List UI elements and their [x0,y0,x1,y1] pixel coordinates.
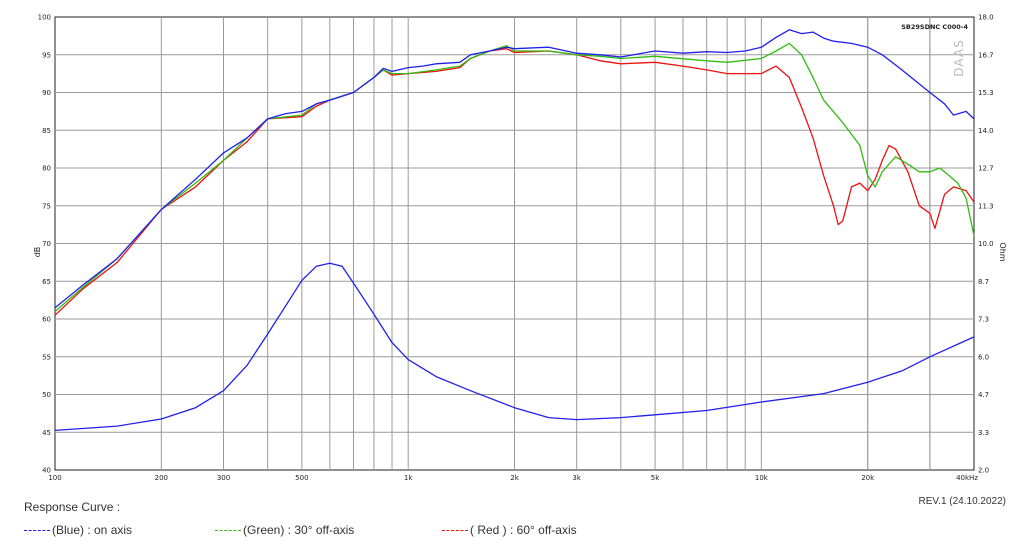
legend-label-green: (Green) : 30° off-axis [243,523,355,537]
left-tick-labels: 40 45 50 55 60 65 70 75 80 85 90 95 100 [38,14,51,475]
y-tick-label-left: 45 [42,429,51,437]
y-tick-label-left: 40 [42,467,51,475]
response-chart: 40 45 50 55 60 65 70 75 80 85 90 95 100 2.0 3.3 4.7 6.0… [33,14,1007,483]
y-tick-label-left: 85 [42,127,51,135]
y-tick-label-right: 16.7 [978,51,994,59]
y-tick-label-left: 100 [38,14,51,22]
y-tick-label-right: 15.3 [978,89,994,97]
y-axis-label-right: Ohm [998,242,1007,261]
x-tick-label: 500 [295,474,308,482]
legend-item-blue: (Blue) : on axis [24,523,132,537]
y-tick-label-right: 4.7 [978,391,989,399]
x-tick-labels: 100 200 300 500 1k 2k 3k 5k 10k 20k 40kHz [48,474,978,482]
y-tick-label-left: 70 [42,240,51,248]
legend-item-green: (Green) : 30° off-axis [215,523,354,537]
y-tick-label-right: 12.7 [978,165,994,173]
y-tick-label-left: 95 [42,51,51,59]
series-lines [54,29,975,432]
y-tick-label-right: 14.0 [978,127,994,135]
revision-label: REV.1 (24.10.2022) [918,496,1006,507]
y-tick-label-right: 18.0 [978,14,994,22]
series-line-blue [54,29,975,309]
right-tick-labels: 2.0 3.3 4.7 6.0 7.3 8.7 10.0 11.3 12.7 14.0 15.3 16… [978,14,994,475]
x-tick-label: 1k [404,474,413,482]
legend-swatch-red [442,529,468,531]
y-tick-label-right: 7.3 [978,316,989,324]
x-tick-label: 20k [861,474,875,482]
y-tick-label-left: 90 [42,89,51,97]
y-tick-label-right: 11.3 [978,202,994,210]
legend-label-red: ( Red ) : 60° off-axis [470,523,577,537]
legend-swatch-green [215,529,241,531]
x-tick-label: 300 [217,474,230,482]
y-tick-label-left: 80 [42,165,51,173]
x-tick-label: 2k [510,474,519,482]
x-tick-label: 5k [651,474,660,482]
x-tick-label: 40kHz [956,474,978,482]
y-tick-label-right: 3.3 [978,429,989,437]
y-tick-label-left: 50 [42,391,51,399]
y-tick-label-left: 65 [42,278,51,286]
model-label: SB29SDNC C000-4 [901,23,968,31]
y-tick-label-right: 10.0 [978,240,994,248]
series-line-red [54,48,975,316]
impedance-curve [54,262,975,432]
y-tick-label-right: 6.0 [978,353,989,361]
y-tick-label-right: 2.0 [978,467,989,475]
y-tick-label-right: 8.7 [978,278,989,286]
response-curve-title: Response Curve : [24,500,121,514]
legend-label-blue: (Blue) : on axis [52,523,133,537]
legend-item-red: ( Red ) : 60° off-axis [442,523,577,537]
y-axis-label-left: dB [33,247,42,258]
x-tick-label: 3k [572,474,581,482]
y-tick-label-left: 75 [42,202,51,210]
x-tick-label: 100 [48,474,61,482]
y-tick-label-left: 60 [42,316,51,324]
y-tick-label-left: 55 [42,353,51,361]
watermark-logo: DAAS [952,39,966,76]
x-tick-label: 10k [755,474,769,482]
x-tick-label: 200 [155,474,168,482]
series-line-green [54,42,975,312]
grid [55,17,974,470]
legend-swatch-blue [24,529,50,531]
